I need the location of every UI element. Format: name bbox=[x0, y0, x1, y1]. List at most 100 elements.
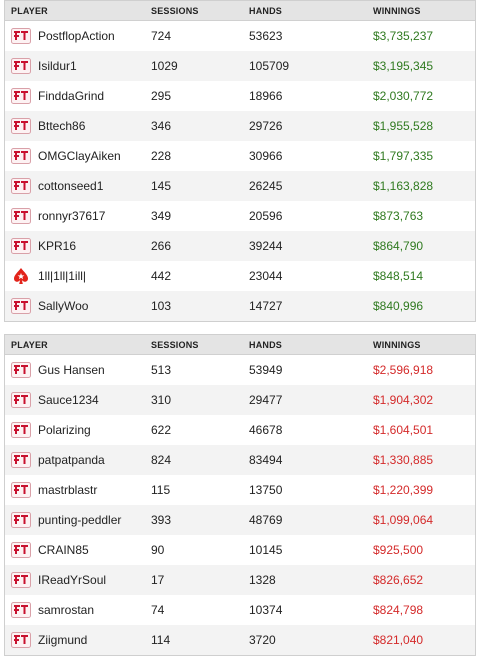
sessions-value: 74 bbox=[151, 603, 165, 617]
column-header-hands[interactable]: HANDS bbox=[249, 5, 283, 16]
winnings-value: $840,996 bbox=[373, 299, 424, 313]
winnings-value: $821,040 bbox=[373, 633, 424, 647]
player-cell: Polarizing bbox=[5, 422, 151, 438]
winnings-value: $848,514 bbox=[373, 269, 424, 283]
player-name[interactable]: Ziigmund bbox=[38, 633, 88, 647]
player-cell: patpatpanda bbox=[5, 452, 151, 468]
player-cell: CRAIN85 bbox=[5, 542, 151, 558]
hands-value: 20596 bbox=[249, 209, 283, 223]
table-row[interactable]: CRAIN85 90 10145 $925,500 bbox=[5, 535, 475, 565]
table-row[interactable]: patpatpanda 824 83494 $1,330,885 bbox=[5, 445, 475, 475]
player-name[interactable]: Isildur1 bbox=[38, 59, 77, 73]
player-name[interactable]: mastrblastr bbox=[38, 483, 98, 497]
table-row[interactable]: samrostan 74 10374 $824,798 bbox=[5, 595, 475, 625]
column-header-sessions[interactable]: SESSIONS bbox=[151, 339, 199, 350]
column-header-player[interactable]: PLAYER bbox=[11, 339, 48, 350]
top-losers-table: PLAYER SESSIONS HANDS WINNINGS Gus Hanse… bbox=[4, 334, 476, 656]
winnings-value: $1,099,064 bbox=[373, 513, 434, 527]
player-name[interactable]: cottonseed1 bbox=[38, 179, 104, 193]
player-cell: FinddaGrind bbox=[5, 88, 151, 104]
player-name[interactable]: CRAIN85 bbox=[38, 543, 89, 557]
table-row[interactable]: mastrblastr 115 13750 $1,220,399 bbox=[5, 475, 475, 505]
column-header-winnings[interactable]: WINNINGS bbox=[373, 339, 421, 350]
player-name[interactable]: FinddaGrind bbox=[38, 89, 105, 103]
table-header: PLAYER SESSIONS HANDS WINNINGS bbox=[5, 335, 475, 355]
full-tilt-logo-icon bbox=[11, 28, 31, 44]
player-cell: Gus Hansen bbox=[5, 362, 151, 378]
hands-value: 29726 bbox=[249, 119, 283, 133]
player-name[interactable]: ronnyr37617 bbox=[38, 209, 106, 223]
player-name[interactable]: PostflopAction bbox=[38, 29, 115, 43]
full-tilt-logo-icon bbox=[11, 238, 31, 254]
column-header-hands[interactable]: HANDS bbox=[249, 339, 283, 350]
player-name[interactable]: patpatpanda bbox=[38, 453, 105, 467]
table-row[interactable]: IReadYrSoul 17 1328 $826,652 bbox=[5, 565, 475, 595]
player-name[interactable]: OMGClayAiken bbox=[38, 149, 121, 163]
player-name[interactable]: punting-peddler bbox=[38, 513, 122, 527]
player-name[interactable]: Polarizing bbox=[38, 423, 91, 437]
player-name[interactable]: Sauce1234 bbox=[38, 393, 99, 407]
sessions-value: 1029 bbox=[151, 59, 178, 73]
player-cell: KPR16 bbox=[5, 238, 151, 254]
player-cell: Ziigmund bbox=[5, 632, 151, 648]
hands-value: 3720 bbox=[249, 633, 276, 647]
winnings-value: $1,955,528 bbox=[373, 119, 434, 133]
full-tilt-logo-icon bbox=[11, 148, 31, 164]
hands-value: 39244 bbox=[249, 239, 283, 253]
player-name[interactable]: IReadYrSoul bbox=[38, 573, 107, 587]
player-name[interactable]: KPR16 bbox=[38, 239, 77, 253]
hands-value: 18966 bbox=[249, 89, 283, 103]
player-name[interactable]: Gus Hansen bbox=[38, 363, 105, 377]
hands-value: 26245 bbox=[249, 179, 283, 193]
winnings-value: $1,604,501 bbox=[373, 423, 434, 437]
winnings-value: $1,220,399 bbox=[373, 483, 434, 497]
table-row[interactable]: Isildur1 1029 105709 $3,195,345 bbox=[5, 51, 475, 81]
hands-value: 46678 bbox=[249, 423, 283, 437]
player-name[interactable]: 1ll|1ll|1ill| bbox=[38, 269, 87, 283]
sessions-value: 114 bbox=[151, 633, 171, 647]
full-tilt-logo-icon bbox=[11, 422, 31, 438]
sessions-value: 90 bbox=[151, 543, 165, 557]
winnings-value: $2,596,918 bbox=[373, 363, 434, 377]
table-row[interactable]: Bttech86 346 29726 $1,955,528 bbox=[5, 111, 475, 141]
top-winners-table: PLAYER SESSIONS HANDS WINNINGS PostflopA… bbox=[4, 0, 476, 322]
full-tilt-logo-icon bbox=[11, 208, 31, 224]
table-row[interactable]: KPR16 266 39244 $864,790 bbox=[5, 231, 475, 261]
table-row[interactable]: Sauce1234 310 29477 $1,904,302 bbox=[5, 385, 475, 415]
hands-value: 29477 bbox=[249, 393, 283, 407]
table-row[interactable]: FinddaGrind 295 18966 $2,030,772 bbox=[5, 81, 475, 111]
player-name[interactable]: SallyWoo bbox=[38, 299, 89, 313]
table-row[interactable]: punting-peddler 393 48769 $1,099,064 bbox=[5, 505, 475, 535]
table-row[interactable]: ronnyr37617 349 20596 $873,763 bbox=[5, 201, 475, 231]
table-row[interactable]: 1ll|1ll|1ill| 442 23044 $848,514 bbox=[5, 261, 475, 291]
player-name[interactable]: Bttech86 bbox=[38, 119, 86, 133]
player-cell: PostflopAction bbox=[5, 28, 151, 44]
sessions-value: 266 bbox=[151, 239, 172, 253]
player-cell: SallyWoo bbox=[5, 298, 151, 314]
column-header-player[interactable]: PLAYER bbox=[11, 5, 48, 16]
table-row[interactable]: Gus Hansen 513 53949 $2,596,918 bbox=[5, 355, 475, 385]
sessions-value: 295 bbox=[151, 89, 172, 103]
sessions-value: 17 bbox=[151, 573, 165, 587]
full-tilt-logo-icon bbox=[11, 482, 31, 498]
full-tilt-logo-icon bbox=[11, 178, 31, 194]
sessions-value: 622 bbox=[151, 423, 172, 437]
table-row[interactable]: cottonseed1 145 26245 $1,163,828 bbox=[5, 171, 475, 201]
table-row[interactable]: Ziigmund 114 3720 $821,040 bbox=[5, 625, 475, 655]
player-cell: samrostan bbox=[5, 602, 151, 618]
table-row[interactable]: SallyWoo 103 14727 $840,996 bbox=[5, 291, 475, 321]
winnings-value: $826,652 bbox=[373, 573, 424, 587]
table-header: PLAYER SESSIONS HANDS WINNINGS bbox=[5, 1, 475, 21]
table-row[interactable]: OMGClayAiken 228 30966 $1,797,335 bbox=[5, 141, 475, 171]
player-cell: Isildur1 bbox=[5, 58, 151, 74]
winnings-value: $3,195,345 bbox=[373, 59, 434, 73]
table-row[interactable]: Polarizing 622 46678 $1,604,501 bbox=[5, 415, 475, 445]
winnings-value: $2,030,772 bbox=[373, 89, 434, 103]
full-tilt-logo-icon bbox=[11, 298, 31, 314]
player-name[interactable]: samrostan bbox=[38, 603, 95, 617]
column-header-sessions[interactable]: SESSIONS bbox=[151, 5, 199, 16]
winnings-value: $3,735,237 bbox=[373, 29, 434, 43]
player-cell: Sauce1234 bbox=[5, 392, 151, 408]
table-row[interactable]: PostflopAction 724 53623 $3,735,237 bbox=[5, 21, 475, 51]
column-header-winnings[interactable]: WINNINGS bbox=[373, 5, 421, 16]
